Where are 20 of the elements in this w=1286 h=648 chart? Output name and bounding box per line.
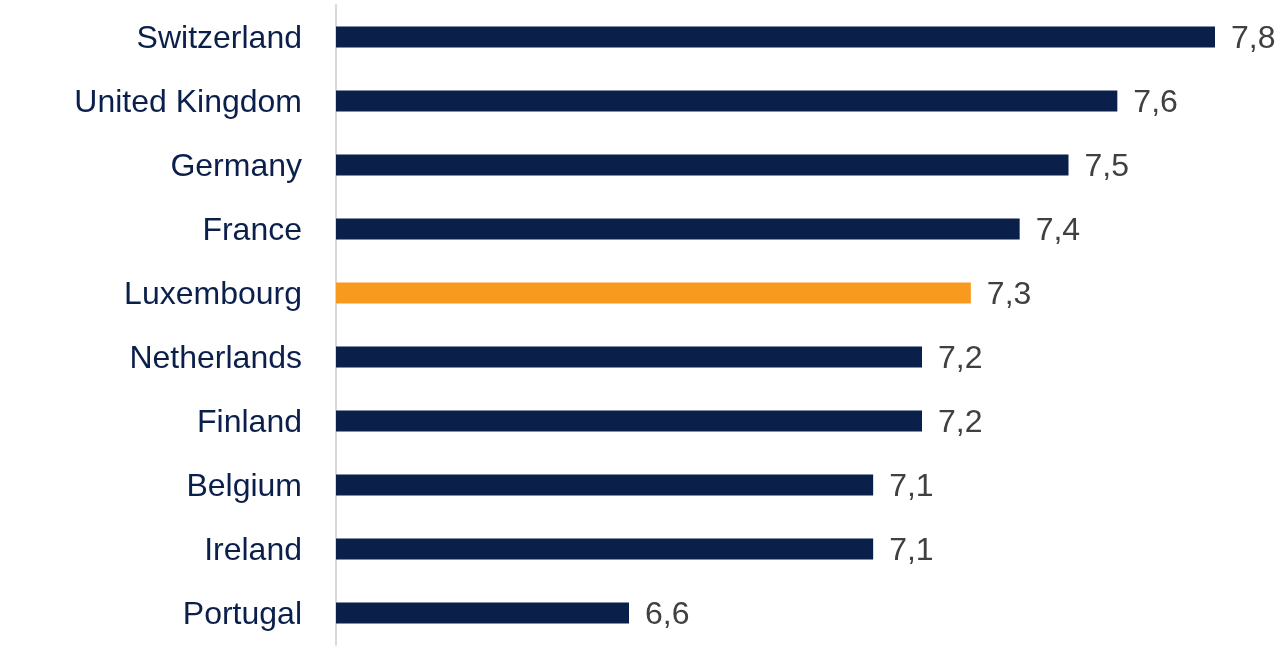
y-tick-label: Switzerland [136,19,302,55]
data-label: 7,1 [889,531,934,567]
y-tick-label: Netherlands [129,339,302,375]
data-label: 7,6 [1133,83,1178,119]
data-label: 7,5 [1084,147,1129,183]
y-tick-label: Belgium [186,467,302,503]
data-label: 7,4 [1035,211,1081,247]
data-label: 7,3 [986,275,1032,311]
y-tick-label: Portugal [182,595,302,631]
data-label: 7,1 [889,467,934,503]
y-tick-label: Ireland [204,531,302,567]
y-tick-label: France [202,211,302,247]
data-label: 6,6 [645,595,690,631]
y-tick-label: Finland [197,403,302,439]
data-label: 7,2 [938,339,983,375]
data-label: 7,2 [938,403,983,439]
data-label: 7,8 [1231,19,1276,55]
y-tick-label: United Kingdom [74,83,302,119]
y-tick-label: Germany [170,147,302,183]
y-tick-label: Luxembourg [124,275,302,311]
